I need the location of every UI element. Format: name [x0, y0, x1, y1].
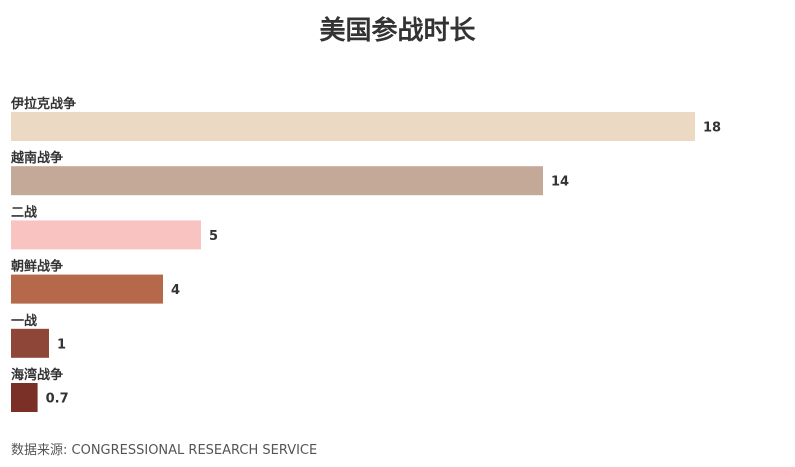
source-note: 数据来源: CONGRESSIONAL RESEARCH SERVICE: [11, 439, 317, 458]
value-label: 1: [57, 337, 66, 352]
bar: [11, 329, 49, 358]
category-label: 海湾战争: [11, 367, 63, 383]
bar: [11, 220, 201, 249]
bar-chart: 伊拉克战争 18 越南战争 14 二战 5 朝鲜战争 4 一战 1 海湾战争 0.7: [0, 0, 795, 430]
category-label: 朝鲜战争: [11, 259, 63, 275]
value-label: 4: [171, 283, 180, 298]
bar: [11, 166, 543, 195]
value-label: 18: [703, 121, 721, 136]
bar: [11, 112, 695, 141]
value-label: 14: [551, 175, 569, 190]
bar: [11, 383, 38, 412]
bar: [11, 275, 163, 304]
value-label: 5: [209, 229, 218, 244]
category-label: 越南战争: [10, 150, 63, 166]
category-label: 二战: [11, 204, 37, 220]
value-label: 0.7: [46, 392, 69, 407]
category-label: 伊拉克战争: [10, 96, 76, 112]
category-label: 一战: [11, 313, 37, 329]
